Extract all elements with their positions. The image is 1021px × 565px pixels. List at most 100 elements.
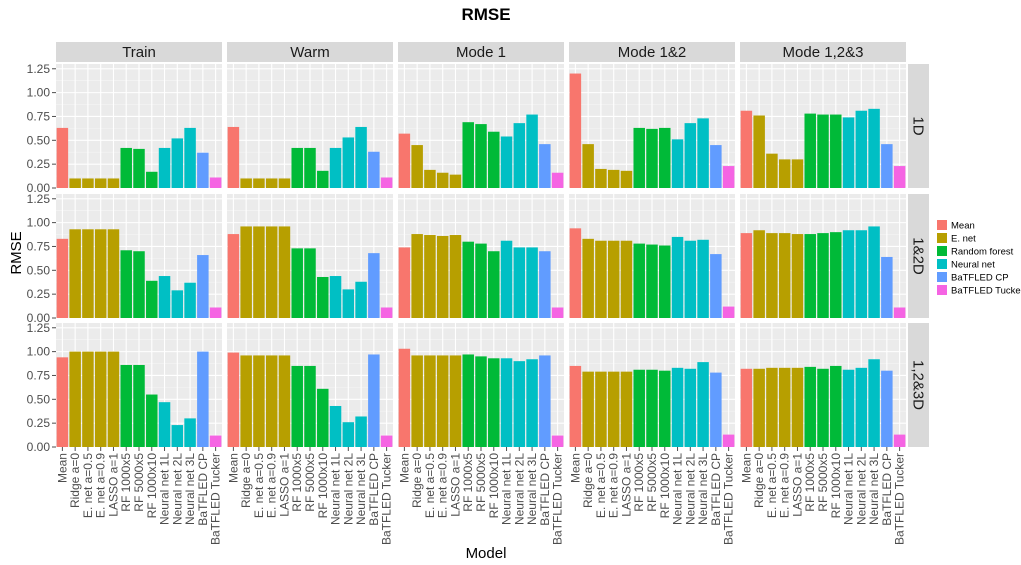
bar: [94, 178, 107, 188]
bar: [158, 147, 171, 188]
bar: [380, 177, 393, 188]
bar: [646, 128, 658, 188]
bar: [842, 369, 855, 447]
x-tick-label: E. net a=0.5: [765, 453, 779, 518]
bar: [513, 247, 526, 318]
legend-swatch: [937, 246, 947, 256]
bar: [265, 355, 278, 447]
bar: [317, 170, 329, 188]
bar: [291, 147, 303, 188]
x-tick-label: Ridge a=0: [752, 453, 766, 508]
x-tick-label: RF 1000x10: [658, 453, 672, 519]
x-tick-label: LASSO a=1: [277, 453, 291, 517]
y-tick-label: 0.75: [27, 109, 51, 123]
bar: [582, 238, 594, 318]
bar: [791, 159, 804, 188]
x-tick-label: Neural net 3L: [354, 453, 368, 525]
bar: [209, 435, 222, 447]
x-tick-label: E. net a=0.9: [607, 453, 621, 518]
y-tick-label: 0.50: [27, 263, 51, 277]
facet-panel: [569, 323, 735, 448]
legend-label: E. net: [951, 234, 976, 245]
x-tick-label: BaTFLED CP: [196, 453, 210, 526]
y-tick-label: 0.00: [27, 311, 51, 325]
bar: [398, 247, 411, 318]
y-tick-label: 0.25: [27, 416, 51, 430]
legend-label: Random forest: [951, 247, 1014, 258]
bar: [342, 289, 355, 318]
bar: [569, 228, 582, 318]
bar: [107, 178, 120, 188]
bar: [778, 233, 791, 318]
bar: [82, 178, 94, 188]
bar: [513, 361, 526, 447]
x-tick-label: Neural net 1L: [842, 453, 856, 525]
bar: [595, 168, 607, 188]
bar: [278, 226, 291, 318]
legend-swatch: [937, 285, 947, 295]
bar: [227, 126, 240, 188]
bar: [304, 147, 316, 188]
bar: [830, 365, 842, 447]
x-tick-label: BaTFLED CP: [367, 453, 381, 526]
x-tick-label: LASSO a=1: [619, 453, 633, 517]
bar: [253, 226, 265, 318]
row-strip: [908, 194, 929, 318]
bar: [791, 234, 804, 318]
bar: [240, 178, 252, 188]
bar: [766, 367, 778, 447]
legend: Mean E. net Random forest Neural net BaTFLED…: [937, 220, 1021, 297]
bar: [539, 144, 551, 188]
bar: [684, 240, 697, 318]
bar: [766, 233, 778, 318]
column-strip-label: Train: [122, 44, 156, 61]
bar: [868, 226, 880, 318]
bar: [551, 435, 564, 447]
bar: [240, 226, 252, 318]
bar: [753, 115, 765, 188]
bar: [424, 235, 436, 318]
x-tick-label: Mean: [55, 453, 69, 483]
y-tick-label: 0.25: [27, 157, 51, 171]
x-tick-label: E. net a=0.9: [436, 453, 450, 518]
bar: [488, 358, 500, 447]
bar: [804, 234, 816, 318]
x-tick-label: Ridge a=0: [68, 453, 82, 508]
x-tick-label: LASSO a=1: [106, 453, 120, 517]
x-tick-label: RF 1000x10: [316, 453, 330, 519]
x-tick-label: E. net a=0.5: [423, 453, 437, 518]
bar: [569, 73, 582, 188]
facet-panel: [398, 64, 564, 189]
bar: [633, 243, 645, 318]
bar: [671, 367, 684, 447]
bar: [380, 435, 393, 447]
bar: [539, 251, 551, 318]
bar: [69, 351, 81, 447]
facet-panel: [56, 194, 222, 319]
bar: [804, 113, 816, 188]
x-tick-label: RF 1000x5: [461, 453, 475, 512]
x-tick-label: Ridge a=0: [410, 453, 424, 508]
bar: [697, 239, 709, 318]
bar: [500, 136, 513, 188]
bar: [380, 307, 393, 318]
bar: [633, 369, 645, 447]
y-tick-label: 1.00: [27, 345, 51, 359]
bar: [722, 306, 735, 318]
bar: [368, 354, 380, 447]
bar: [329, 405, 342, 447]
x-tick-label: RF 1000x10: [487, 453, 501, 519]
column-strip: [56, 42, 222, 62]
x-tick-label: BaTFLED CP: [880, 453, 894, 526]
bar: [146, 171, 158, 188]
bar: [830, 232, 842, 318]
x-tick-label: RF 5000x5: [816, 453, 830, 512]
bar: [69, 229, 81, 318]
bar: [607, 371, 620, 447]
x-tick-label: E. net a=0.9: [94, 453, 108, 518]
bar: [317, 276, 329, 318]
y-tick-label: 1.25: [27, 192, 51, 206]
x-tick-label: Neural net 1L: [500, 453, 514, 525]
facet-panel: [398, 194, 564, 319]
